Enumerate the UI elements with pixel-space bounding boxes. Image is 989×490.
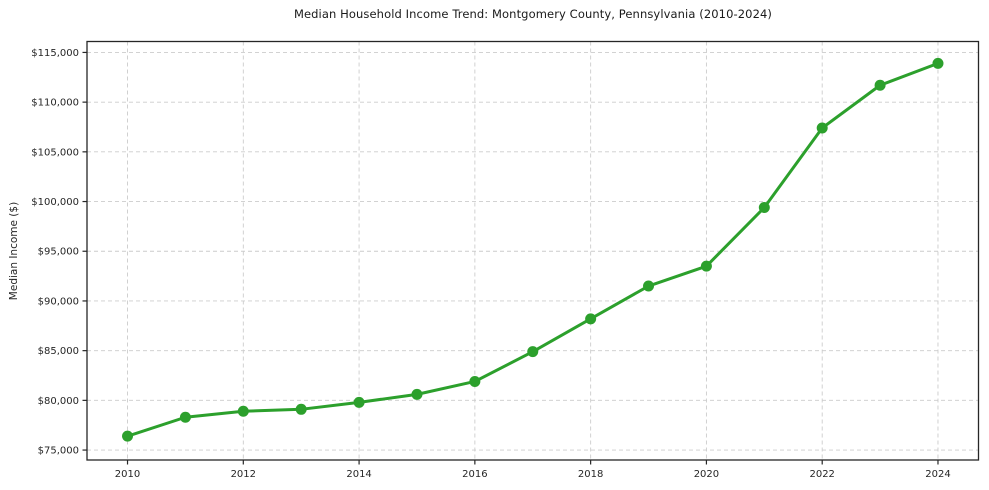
data-point-marker [411,388,423,400]
y-tick-label: $85,000 [38,346,79,357]
data-point-marker [816,122,828,134]
data-point-marker [874,79,886,91]
y-tick-label: $115,000 [31,48,79,59]
y-tick-label: $95,000 [38,247,79,258]
data-point-marker [237,405,249,417]
axes-border [86,40,980,461]
x-tick-label: 2016 [462,469,487,480]
x-tick-label: 2010 [115,469,140,480]
x-tick-label: 2018 [578,469,603,480]
trend-line [126,61,940,438]
data-point-marker [122,430,134,442]
y-tick-label: $105,000 [31,147,79,158]
data-point-marker [527,346,539,358]
data-point-marker [353,396,365,408]
y-tick-label: $100,000 [31,197,79,208]
x-tick-label: 2022 [809,469,834,480]
data-point-marker [700,260,712,272]
data-point-marker [643,280,655,292]
y-tick-label: $75,000 [38,446,79,457]
y-tick-label: $90,000 [38,296,79,307]
data-point-marker [758,202,770,214]
data-point-marker [295,403,307,415]
data-point-marker [179,411,191,423]
data-point-marker [932,57,944,69]
y-tick-label: $110,000 [31,98,79,109]
x-tick-label: 2024 [925,469,950,480]
chart-title: Median Household Income Trend: Montgomer… [293,7,773,21]
x-tick-label: 2012 [231,469,256,480]
x-tick-label: 2020 [694,469,719,480]
data-point-marker [585,313,597,325]
data-point-marker [469,375,481,387]
y-tick-label: $80,000 [38,396,79,407]
x-tick-label: 2014 [346,469,371,480]
